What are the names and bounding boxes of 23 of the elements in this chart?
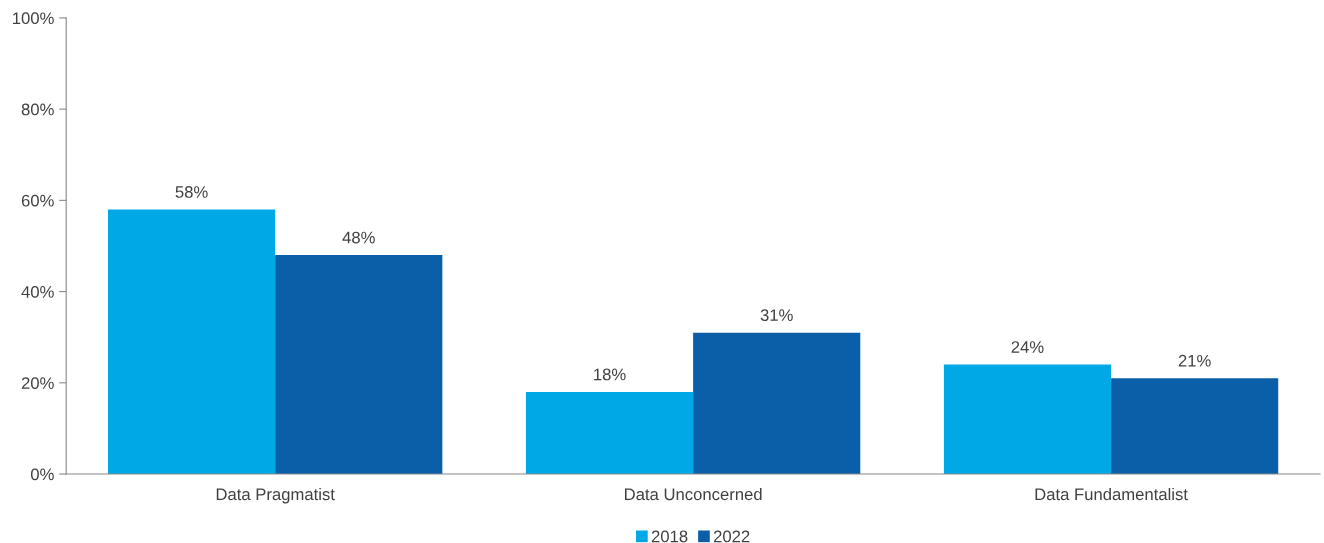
y-tick-label: 80%: [21, 103, 54, 116]
bar: [943, 364, 1112, 475]
data-label: 21%: [1178, 354, 1211, 367]
y-tick-label: 0%: [30, 468, 54, 481]
data-label: 31%: [760, 309, 793, 322]
y-tick-label: 40%: [21, 285, 54, 298]
y-tick-label: 60%: [21, 194, 54, 207]
bar: [275, 255, 443, 475]
bar: [107, 209, 276, 475]
data-label: 58%: [175, 186, 208, 198]
bar: [693, 332, 861, 475]
x-tick-label: Data Unconcerned: [625, 487, 762, 501]
bar: [1111, 378, 1279, 475]
y-tick-label: 100%: [13, 12, 54, 25]
legend-label: 2022: [713, 530, 750, 543]
y-tick-label: 20%: [21, 377, 54, 390]
legend-label: 2018: [651, 530, 688, 543]
x-tick-label: Data Pragmatist: [216, 487, 335, 504]
bar: [525, 391, 694, 475]
data-label: 48%: [342, 231, 375, 244]
x-tick-label: Data Fundamentalist: [1035, 487, 1188, 501]
data-label: 18%: [594, 368, 626, 381]
data-label: 24%: [1011, 341, 1044, 353]
